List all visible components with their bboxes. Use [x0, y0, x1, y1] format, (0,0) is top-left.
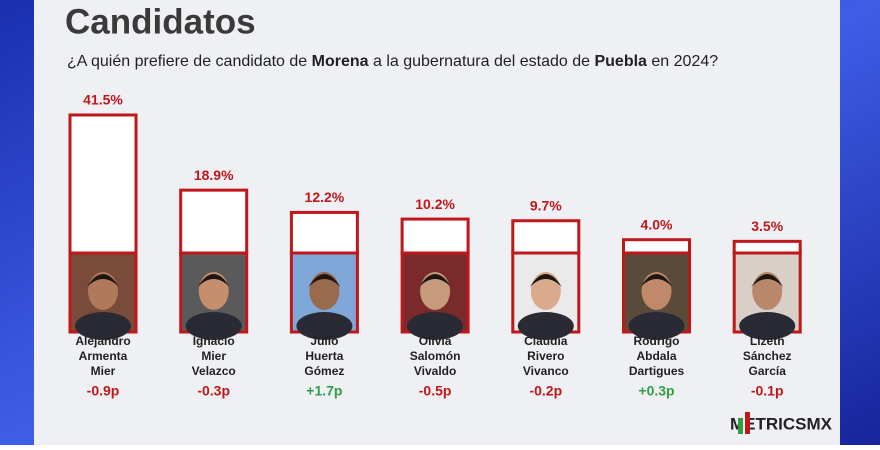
photo-hair [308, 274, 341, 287]
photo-hair [529, 274, 562, 287]
bar [179, 188, 249, 255]
photo-body [628, 312, 685, 340]
photo-body [407, 312, 464, 340]
x-tick-label: Rivero [527, 349, 564, 363]
x-tick-label: Alejandro [75, 334, 130, 348]
x-tick-label: García [749, 364, 787, 378]
photo-face [309, 272, 340, 310]
value-label: 12.2% [305, 189, 345, 205]
change-label: -0.5p [419, 383, 452, 399]
x-tick-label: Mier [201, 349, 226, 363]
logo-icon [745, 412, 750, 434]
photo-face [88, 272, 118, 310]
subtitle-part: en 2024? [647, 53, 718, 70]
value-label: 10.2% [415, 196, 455, 212]
x-tick-label: Salomón [410, 349, 461, 363]
value-label: 18.9% [194, 167, 234, 183]
subtitle-part: ¿A quién prefiere de candidato de [67, 53, 312, 70]
photo-hair [751, 274, 784, 287]
x-tick-label: Vivaldo [414, 364, 456, 378]
photo-hair [87, 274, 119, 287]
value-label: 3.5% [751, 218, 783, 234]
x-tick-label: Sánchez [743, 349, 792, 363]
subtitle-part: a la gubernatura del estado de [369, 53, 595, 70]
photo-body [739, 312, 796, 340]
subtitle-part: Puebla [594, 53, 647, 70]
bar [732, 239, 802, 255]
photo-face [530, 272, 561, 310]
photo-face [752, 272, 783, 310]
value-label: 9.7% [530, 197, 562, 213]
x-tick-label: Huerta [305, 349, 343, 363]
photo-hair [197, 274, 230, 287]
change-label: -0.9p [87, 383, 120, 399]
x-tick-label: Julio [310, 334, 338, 348]
change-label: +1.7p [306, 383, 342, 399]
photo-face [420, 272, 451, 310]
change-label: -0.2p [529, 383, 562, 399]
bar [289, 210, 359, 255]
bar [68, 113, 138, 255]
x-tick-label: Abdala [636, 349, 676, 363]
x-tick-label: Lizeth [750, 334, 785, 348]
photo-body [185, 312, 242, 340]
chart-title: Candidatos [65, 2, 256, 41]
photo-hair [419, 274, 452, 287]
bar [511, 219, 581, 255]
logo: METRICSMX [730, 414, 833, 433]
x-tick-label: Gómez [304, 364, 344, 378]
x-tick-label: Armenta [79, 349, 128, 363]
photo-face [641, 272, 672, 310]
photo-body [517, 312, 574, 340]
x-tick-label: Velazco [192, 364, 236, 378]
x-tick-label: Claudia [524, 334, 568, 348]
value-label: 4.0% [641, 216, 673, 232]
value-label: 41.5% [83, 92, 123, 108]
x-tick-label: Vivanco [523, 364, 569, 378]
photo-body [75, 312, 131, 340]
x-tick-label: Ignacio [193, 334, 235, 348]
subtitle-part: Morena [312, 53, 369, 70]
photo-face [198, 272, 229, 310]
photo-body [296, 312, 353, 340]
subtitle: ¿A quién prefiere de candidato de Morena… [67, 53, 718, 70]
change-label: -0.3p [197, 383, 230, 399]
change-label: +0.3p [638, 383, 674, 399]
bar [622, 238, 691, 255]
x-tick-label: Dartigues [629, 364, 685, 378]
logo-icon [738, 418, 743, 434]
x-tick-label: Mier [91, 364, 116, 378]
bar [400, 217, 470, 255]
x-tick-label: Olivia [419, 334, 452, 348]
photo-hair [640, 274, 673, 287]
change-label: -0.1p [751, 383, 784, 399]
x-tick-label: Rodrigo [634, 334, 680, 348]
